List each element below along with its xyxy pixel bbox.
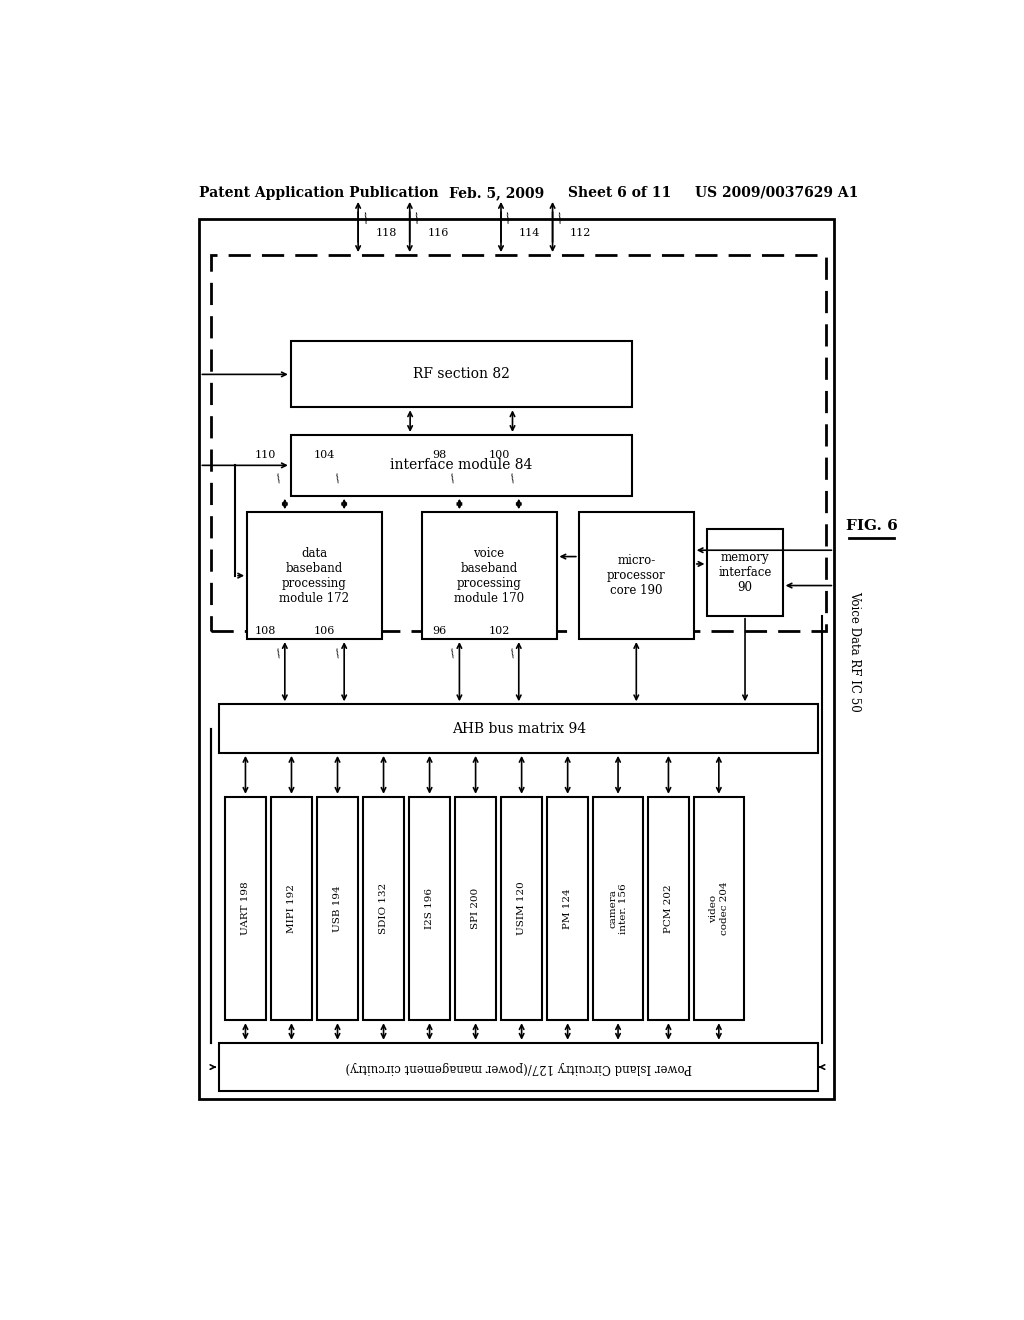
Text: 96: 96	[432, 626, 446, 636]
Text: US 2009/0037629 A1: US 2009/0037629 A1	[695, 186, 859, 199]
Bar	[200, 219, 835, 1098]
Text: PCM 202: PCM 202	[664, 884, 673, 933]
Text: camera
inter. 156: camera inter. 156	[608, 883, 628, 933]
Bar	[316, 797, 358, 1020]
Text: 104: 104	[313, 450, 335, 461]
Text: micro-
processor
core 190: micro- processor core 190	[607, 554, 666, 597]
Text: 102: 102	[488, 626, 510, 636]
Text: 110: 110	[254, 450, 275, 461]
Bar	[211, 255, 826, 631]
Text: 98: 98	[432, 450, 446, 461]
Text: USIM 120: USIM 120	[517, 882, 526, 936]
Text: /: /	[509, 474, 516, 484]
Text: AHB bus matrix 94: AHB bus matrix 94	[452, 722, 586, 735]
Bar	[708, 529, 782, 615]
Text: RF section 82: RF section 82	[413, 367, 510, 381]
Bar	[547, 797, 588, 1020]
Text: /: /	[450, 474, 457, 484]
Bar	[648, 797, 689, 1020]
Text: SDIO 132: SDIO 132	[379, 883, 388, 935]
Text: video
codec 204: video codec 204	[710, 882, 728, 936]
Text: MIPI 192: MIPI 192	[287, 884, 296, 933]
Bar	[225, 797, 266, 1020]
Text: 118: 118	[376, 227, 397, 238]
Bar	[291, 342, 632, 408]
Text: PM 124: PM 124	[563, 888, 572, 929]
Bar	[455, 797, 497, 1020]
Bar	[247, 512, 382, 639]
Text: 112: 112	[570, 227, 592, 238]
Text: 116: 116	[427, 227, 449, 238]
Text: 114: 114	[518, 227, 540, 238]
Text: /: /	[505, 213, 513, 226]
Text: Feb. 5, 2009: Feb. 5, 2009	[450, 186, 545, 199]
Bar	[409, 797, 451, 1020]
Text: /: /	[509, 648, 516, 659]
Text: /: /	[334, 474, 342, 484]
Bar	[362, 797, 404, 1020]
Text: Power Island Circuitry 127/(power management circuitry): Power Island Circuitry 127/(power manage…	[345, 1060, 692, 1073]
Bar	[422, 512, 557, 639]
Text: Sheet 6 of 11: Sheet 6 of 11	[568, 186, 672, 199]
Text: data
baseband
processing
module 172: data baseband processing module 172	[280, 546, 349, 605]
Text: 100: 100	[488, 450, 510, 461]
Bar	[579, 512, 694, 639]
Text: voice
baseband
processing
module 170: voice baseband processing module 170	[454, 546, 524, 605]
Text: Patent Application Publication: Patent Application Publication	[200, 186, 439, 199]
Bar	[501, 797, 543, 1020]
Text: Voice Data RF IC 50: Voice Data RF IC 50	[848, 591, 860, 711]
Text: /: /	[556, 213, 564, 226]
Text: interface module 84: interface module 84	[390, 458, 532, 473]
Text: SPI 200: SPI 200	[471, 888, 480, 929]
Text: /: /	[414, 213, 422, 226]
Text: /: /	[361, 213, 371, 226]
Text: /: /	[274, 648, 283, 659]
Text: /: /	[450, 648, 457, 659]
Bar	[219, 704, 818, 752]
Bar	[593, 797, 643, 1020]
Text: UART 198: UART 198	[241, 882, 250, 936]
Text: memory
interface
90: memory interface 90	[719, 550, 772, 594]
Text: /: /	[334, 648, 342, 659]
Bar	[219, 1043, 818, 1092]
Text: FIG. 6: FIG. 6	[846, 519, 897, 533]
Text: /: /	[274, 474, 283, 484]
Text: I2S 196: I2S 196	[425, 888, 434, 929]
Text: 106: 106	[313, 626, 335, 636]
Text: 108: 108	[254, 626, 275, 636]
Bar	[694, 797, 743, 1020]
Bar	[291, 434, 632, 496]
Text: USB 194: USB 194	[333, 886, 342, 932]
Bar	[270, 797, 312, 1020]
